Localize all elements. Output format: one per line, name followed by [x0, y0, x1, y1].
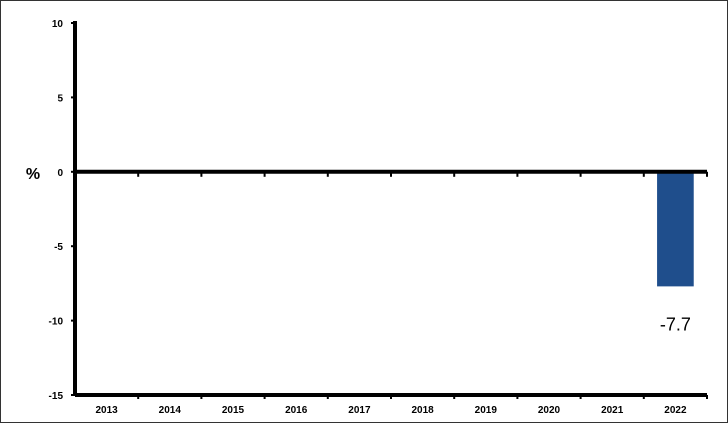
x-tick-label: 2018: [411, 405, 434, 416]
x-axis-ticks: 2013 2014 2015 2016 2017 2018 2019 2020 2021 2022: [95, 171, 708, 416]
axes: [73, 21, 707, 397]
y-tick-label: 10: [52, 19, 64, 30]
x-tick-label: 2022: [664, 405, 687, 416]
y-tick-label: -15: [49, 391, 64, 402]
x-tick-label: 2015: [222, 405, 245, 416]
x-tick-label: 2021: [601, 405, 624, 416]
y-tick-label: 0: [57, 168, 63, 179]
x-tick-label: 2020: [538, 405, 561, 416]
y-axis-unit-label: %: [26, 166, 40, 183]
y-tick-label: -5: [54, 242, 63, 253]
x-tick-label: 2017: [348, 405, 371, 416]
data-label: -7.7: [660, 314, 691, 334]
data-labels: -7.7: [660, 314, 691, 334]
x-tick-label: 2016: [285, 405, 308, 416]
x-tick-label: 2019: [475, 405, 498, 416]
y-axis-ticks: 10 5 0 -5 -10 -15: [49, 19, 75, 402]
bars: [657, 171, 694, 287]
y-tick-label: -10: [49, 317, 64, 328]
x-tick-label: 2014: [159, 405, 182, 416]
x-tick-label: 2013: [95, 405, 118, 416]
y-tick-label: 5: [57, 93, 63, 104]
bar: [657, 171, 694, 287]
